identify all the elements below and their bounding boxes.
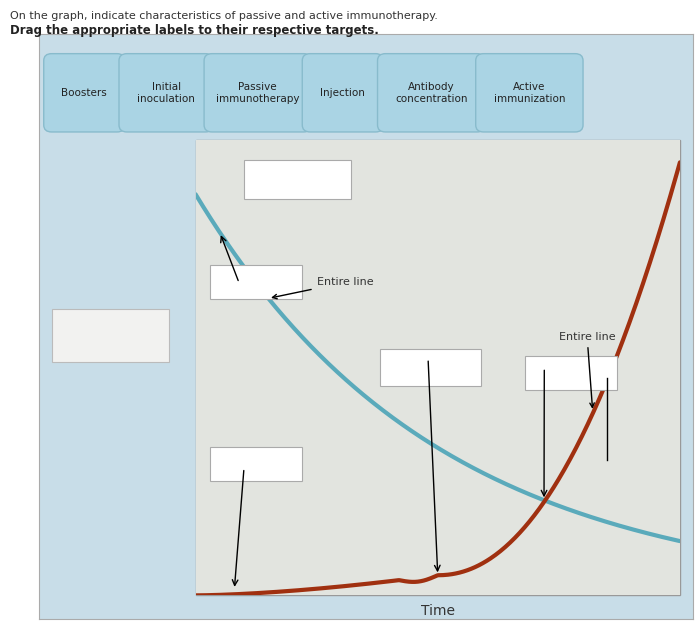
FancyBboxPatch shape xyxy=(195,139,680,596)
Text: Active
immunization: Active immunization xyxy=(494,82,565,104)
FancyBboxPatch shape xyxy=(52,309,169,362)
Text: Antibody
concentration: Antibody concentration xyxy=(395,82,468,104)
FancyBboxPatch shape xyxy=(119,54,214,132)
FancyBboxPatch shape xyxy=(476,54,583,132)
Text: On the graph, indicate characteristics of passive and active immunotherapy.: On the graph, indicate characteristics o… xyxy=(10,11,438,21)
Text: Drag the appropriate labels to their respective targets.: Drag the appropriate labels to their res… xyxy=(10,24,379,37)
FancyBboxPatch shape xyxy=(302,54,384,132)
FancyBboxPatch shape xyxy=(244,160,351,199)
Text: Initial
inoculation: Initial inoculation xyxy=(137,82,195,104)
FancyBboxPatch shape xyxy=(379,349,482,386)
FancyBboxPatch shape xyxy=(525,356,617,390)
FancyBboxPatch shape xyxy=(210,448,302,481)
Text: Boosters: Boosters xyxy=(62,88,107,98)
Text: Passive
immunotherapy: Passive immunotherapy xyxy=(216,82,300,104)
Text: Entire line: Entire line xyxy=(272,278,373,299)
Text: Injection: Injection xyxy=(321,88,365,98)
X-axis label: Time: Time xyxy=(421,604,455,618)
FancyBboxPatch shape xyxy=(377,54,485,132)
FancyBboxPatch shape xyxy=(43,54,125,132)
FancyBboxPatch shape xyxy=(204,54,312,132)
FancyBboxPatch shape xyxy=(210,265,302,299)
Text: Entire line: Entire line xyxy=(559,332,615,408)
